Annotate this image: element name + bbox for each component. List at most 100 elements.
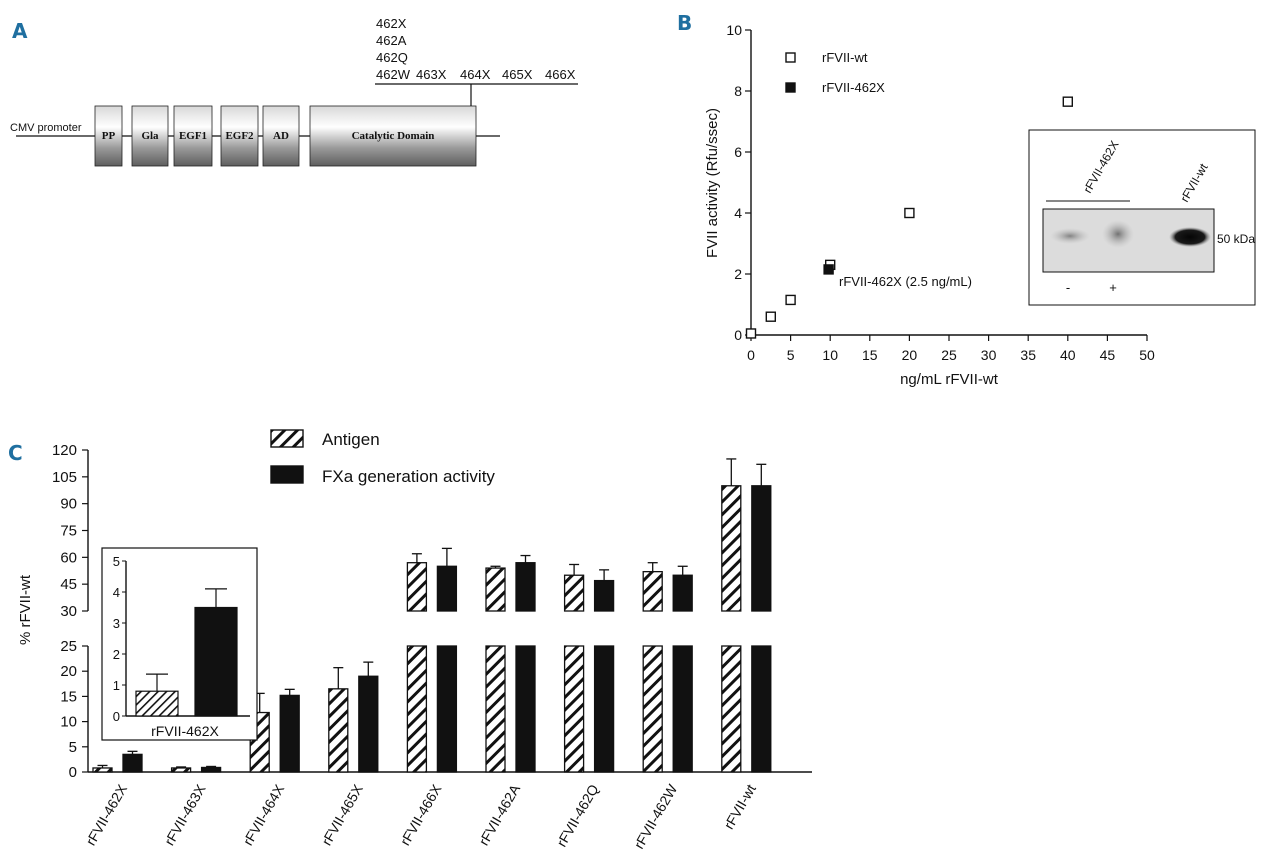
legend-swatch-fxa [270,465,304,484]
b-y-tick-label: 6 [734,144,742,160]
c-y-tick-label: 75 [60,523,77,540]
mutation-464x: 464X [460,67,491,82]
c-inset-y-tick-label: 5 [113,554,120,569]
mutation-462w: 462W [376,67,411,82]
c-y-tick-label: 10 [60,714,77,731]
c-bar-antigen [328,688,349,773]
domain-egf1-label: EGF1 [179,130,207,142]
c-y-tick-label: 60 [60,549,77,566]
c-x-tick-label: rFVII-464X [240,781,288,848]
b-y-tick-label: 2 [734,266,742,282]
blot-band-wt [1169,227,1211,247]
b-x-tick-label: 20 [902,347,918,363]
c-bar-antigen-upper [642,570,663,612]
c-bar-fxa-upper [593,579,615,612]
blot-smear-lane1 [1050,228,1090,244]
mutation-465x: 465X [502,67,533,82]
c-bar-antigen-upper [485,567,506,612]
c-bar-fxa [122,753,143,773]
mutation-462x: 462X [376,16,407,31]
legend-label-antigen: Antigen [322,430,380,449]
panel-b: B 0 2 4 6 8 10 0 5 10 15 20 25 30 35 40 45 50 FVII acti… [677,11,1256,388]
c-y-tick-label: 105 [52,469,77,486]
domain-pp-box [94,105,123,167]
mutation-462q: 462Q [376,50,408,65]
c-bar-fxa-upper [751,485,772,612]
c-inset-y-tick-label: 2 [113,647,120,662]
c-inset-bar-fxa [194,606,238,717]
c-y-tick-label: 120 [52,442,77,459]
c-x-tick-label: rFVII-462W [631,781,681,852]
b-y-tick-label: 0 [734,327,742,343]
b-y-axis-title: FVII activity (Rfu/ssec) [704,108,721,258]
b-legend: rFVII-wt rFVII-462X [785,50,885,95]
c-y-tick-label: 25 [60,638,77,655]
b-annotation: rFVII-462X (2.5 ng/mL) [839,274,972,289]
b-x-tick-label: 35 [1020,347,1036,363]
b-x-axis-title: ng/mL rFVII-wt [900,371,999,388]
c-x-tick-label: rFVII-465X [318,781,366,848]
domain-egf2-box [220,105,259,167]
c-legend: Antigen FXa generation activity [270,429,495,486]
mutation-466x: 466X [545,67,576,82]
b-x-tick-label: 25 [941,347,957,363]
c-bar-antigen [170,767,192,773]
c-x-tick-label: rFVII-462X [82,781,130,848]
c-y-tick-label: 5 [69,739,77,756]
c-bar-antigen-lower [485,645,506,773]
c-x-tick-labels: rFVII-462X rFVII-463X rFVII-464X rFVII-465X… [82,781,759,852]
domain-gla: Gla [131,105,169,167]
c-inset-y-tick-label: 0 [113,709,120,724]
c-bar-fxa [358,675,379,773]
c-bar-fxa [200,766,222,773]
b-point-rfvii-wt [745,328,757,339]
b-point-rfvii-wt [765,311,776,322]
domain-egf1-box [173,105,213,167]
c-bar-fxa-lower [436,645,458,773]
c-x-tick-label: rFVII-wt [721,781,759,832]
c-bar-fxa-upper [672,574,693,612]
blot-marker-label: 50 kDa [1217,232,1255,246]
domain-catalytic-box [309,105,477,167]
b-scatter-points [745,96,1074,339]
c-bar-antigen-lower [721,645,742,773]
c-y-tick-label: 30 [60,603,77,620]
b-x-tick-label: 15 [862,347,878,363]
b-point-rfvii-wt [1062,96,1074,107]
c-bar-antigen-lower [563,645,585,773]
c-y-tick-label: 20 [60,663,77,680]
promoter-label: CMV promoter [10,122,82,134]
b-y-tick-label: 8 [734,83,742,99]
domain-ad: AD [262,105,300,167]
legend-swatch-antigen [270,429,304,448]
c-x-tick-label: rFVII-466X [397,781,445,848]
blot-plus-label: + [1109,280,1117,295]
b-x-tick-label: 45 [1100,347,1116,363]
c-bar-antigen-lower [406,645,428,773]
legend-marker-rfvii-462x [785,82,796,93]
c-bars [92,458,772,773]
domain-pp-label: PP [102,130,116,142]
c-x-tick-label: rFVII-462A [475,781,523,848]
b-x-tick-label: 5 [787,347,795,363]
c-bar-antigen-upper [563,574,585,612]
b-x-tick-label: 50 [1139,347,1155,363]
c-y-tick-label: 45 [60,576,77,593]
domain-gla-label: Gla [141,130,159,142]
mutation-462a: 462A [376,33,407,48]
c-x-tick-label: rFVII-463X [161,781,209,848]
b-x-ticks: 0 5 10 15 20 25 30 35 40 45 50 [747,335,1155,363]
b-y-ticks: 0 2 4 6 8 10 [726,22,751,343]
c-y-tick-label: 90 [60,496,77,513]
c-bar-fxa-lower [672,645,693,773]
domain-ad-box [262,105,300,167]
blot-minus-label: - [1066,280,1070,295]
b-point-rfvii-462x [823,264,834,275]
blot-smear-lane2 [1102,220,1134,248]
c-bar-fxa-lower [751,645,772,773]
b-point-rfvii-wt [785,294,796,306]
c-bar-fxa-upper [436,565,458,612]
b-x-tick-label: 0 [747,347,755,363]
panel-a: A CMV promoter PP Gla EGF1 EGF2 AD Catal… [10,16,578,167]
